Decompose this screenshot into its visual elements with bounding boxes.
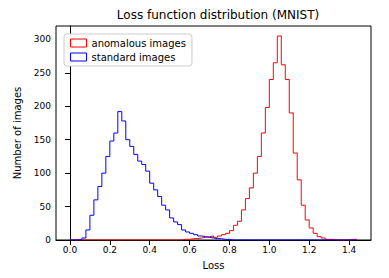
svg-text:standard images: standard images xyxy=(92,52,176,63)
svg-text:100: 100 xyxy=(34,168,51,178)
svg-text:Loss: Loss xyxy=(203,260,225,271)
svg-text:anomalous images: anomalous images xyxy=(92,38,186,49)
svg-text:250: 250 xyxy=(34,68,51,78)
svg-text:0.2: 0.2 xyxy=(103,245,117,255)
svg-text:0.8: 0.8 xyxy=(222,245,237,255)
svg-text:0.6: 0.6 xyxy=(182,245,197,255)
svg-text:200: 200 xyxy=(34,101,51,111)
svg-text:0: 0 xyxy=(45,235,51,245)
svg-text:50: 50 xyxy=(40,202,52,212)
svg-text:1.0: 1.0 xyxy=(262,245,277,255)
svg-text:1.2: 1.2 xyxy=(302,245,316,255)
svg-text:Loss function distribution (MN: Loss function distribution (MNIST) xyxy=(117,8,319,22)
svg-text:Number of images: Number of images xyxy=(12,87,23,180)
svg-text:1.4: 1.4 xyxy=(342,245,357,255)
svg-text:300: 300 xyxy=(34,34,51,44)
svg-text:0.0: 0.0 xyxy=(63,245,78,255)
svg-text:150: 150 xyxy=(34,135,51,145)
svg-text:0.4: 0.4 xyxy=(143,245,158,255)
